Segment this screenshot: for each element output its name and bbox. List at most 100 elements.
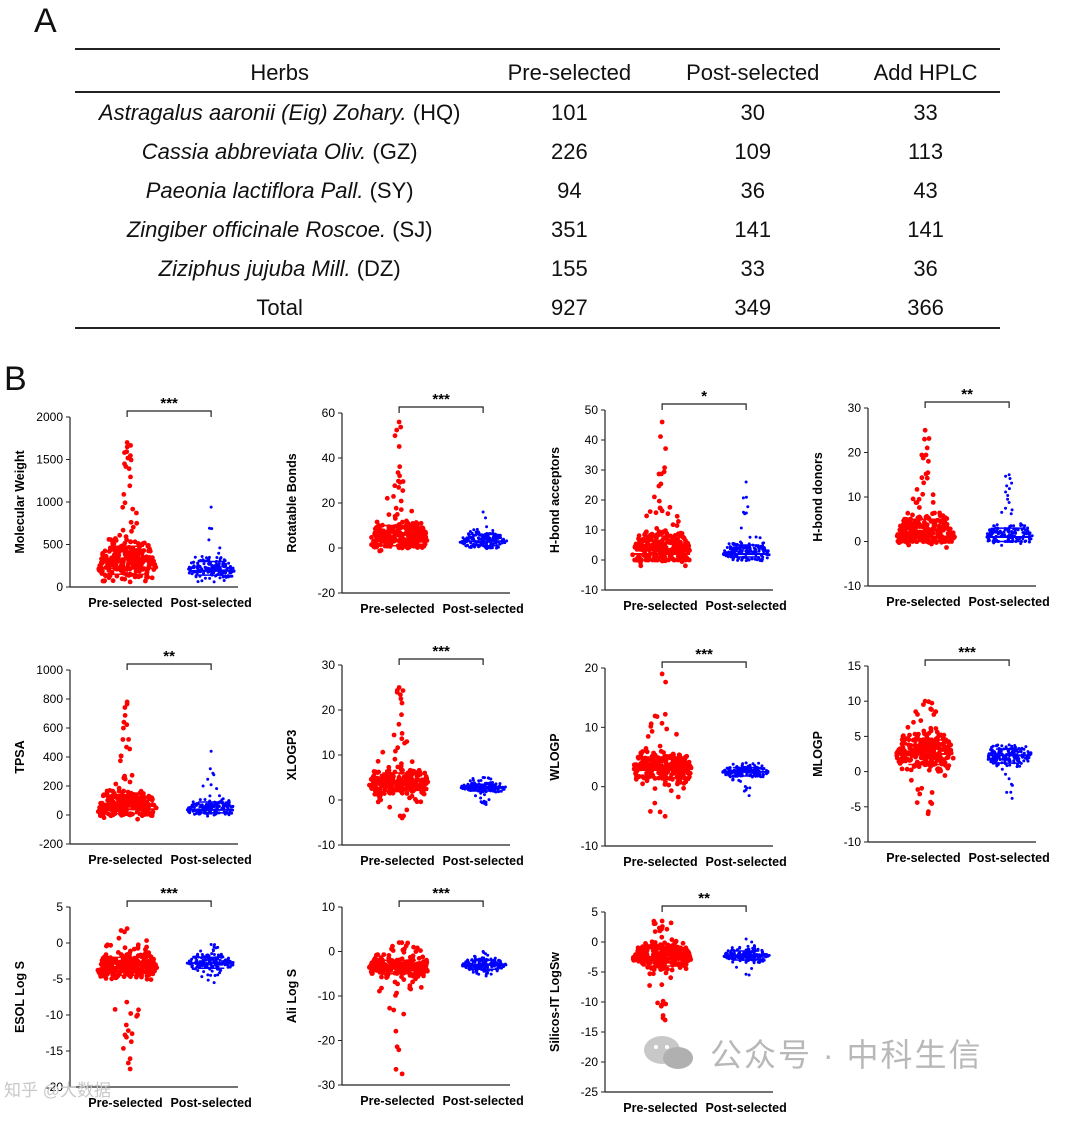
data-point (647, 548, 652, 553)
x-tick-label: Post-selected (442, 854, 523, 868)
data-point (148, 795, 153, 800)
data-point (995, 531, 998, 534)
panel-a-letter: A (34, 2, 57, 41)
max-point (923, 428, 928, 433)
data-point (405, 791, 410, 796)
data-point (917, 505, 922, 510)
data-point (111, 803, 116, 808)
data-point (996, 523, 999, 526)
data-point (129, 960, 134, 965)
data-point (373, 957, 378, 962)
data-point (754, 558, 757, 561)
data-point (190, 805, 193, 808)
min-point (485, 974, 488, 977)
data-point (131, 525, 136, 530)
data-point (379, 955, 384, 960)
data-point (126, 1061, 131, 1066)
y-tick-label: 5 (854, 729, 861, 743)
significance-label: *** (695, 646, 713, 663)
header-herbs: Herbs (75, 49, 484, 92)
data-point (135, 1013, 140, 1018)
data-point (396, 485, 401, 490)
data-point (129, 458, 134, 463)
data-point (402, 741, 407, 746)
data-point (763, 959, 766, 962)
y-tick-label: 10 (322, 748, 336, 762)
data-point (728, 542, 731, 545)
data-point (380, 750, 385, 755)
data-point (479, 797, 482, 800)
data-point (639, 751, 644, 756)
data-point (397, 464, 402, 469)
data-point (474, 794, 477, 797)
data-point (636, 756, 641, 761)
data-point (652, 967, 657, 972)
data-point (1004, 491, 1007, 494)
data-point (660, 721, 665, 726)
data-point (211, 772, 214, 775)
data-point (409, 509, 414, 514)
data-point (668, 975, 673, 980)
data-point (654, 526, 659, 531)
data-point (121, 789, 126, 794)
data-point (650, 729, 655, 734)
data-point (915, 800, 920, 805)
y-tick-label: 1000 (36, 663, 63, 677)
data-point (425, 968, 430, 973)
data-point (926, 731, 931, 736)
data-point (640, 944, 645, 949)
data-point (912, 529, 917, 534)
data-point (144, 557, 149, 562)
data-point (200, 975, 203, 978)
post-points (186, 750, 235, 818)
data-point (921, 729, 926, 734)
data-point (637, 774, 642, 779)
data-point (731, 961, 734, 964)
data-point (742, 511, 745, 514)
data-point (197, 580, 200, 583)
data-point (227, 966, 230, 969)
data-point (944, 545, 949, 550)
data-point (647, 983, 652, 988)
pre-count: 94 (484, 171, 654, 210)
data-point (925, 446, 930, 451)
data-point (1010, 533, 1013, 536)
data-point (485, 970, 488, 973)
data-point (393, 749, 398, 754)
data-point (992, 524, 995, 527)
data-point (393, 757, 398, 762)
data-point (1012, 759, 1015, 762)
data-point (113, 1007, 118, 1012)
data-point (375, 534, 380, 539)
data-point (394, 506, 399, 511)
data-point (757, 762, 760, 765)
data-point (150, 562, 155, 567)
data-point (195, 575, 198, 578)
y-tick-label: 10 (585, 523, 599, 537)
data-point (681, 941, 686, 946)
data-point (391, 1008, 396, 1013)
data-point (376, 759, 381, 764)
data-point (208, 577, 211, 580)
data-point (209, 974, 212, 977)
data-point (663, 712, 668, 717)
data-point (229, 567, 232, 570)
y-tick-label: -20 (318, 1034, 336, 1048)
data-point (739, 780, 742, 783)
data-point (642, 537, 647, 542)
data-point (147, 548, 152, 553)
data-point (467, 532, 470, 535)
data-point (669, 921, 674, 926)
data-point (483, 793, 486, 796)
data-point (688, 764, 693, 769)
data-point (678, 540, 683, 545)
data-point (99, 556, 104, 561)
x-tick-label: Post-selected (442, 1094, 523, 1108)
data-point (417, 786, 422, 791)
panel-b-letter: B (4, 360, 27, 399)
y-tick-label: 0 (854, 765, 861, 779)
data-point (497, 534, 500, 537)
